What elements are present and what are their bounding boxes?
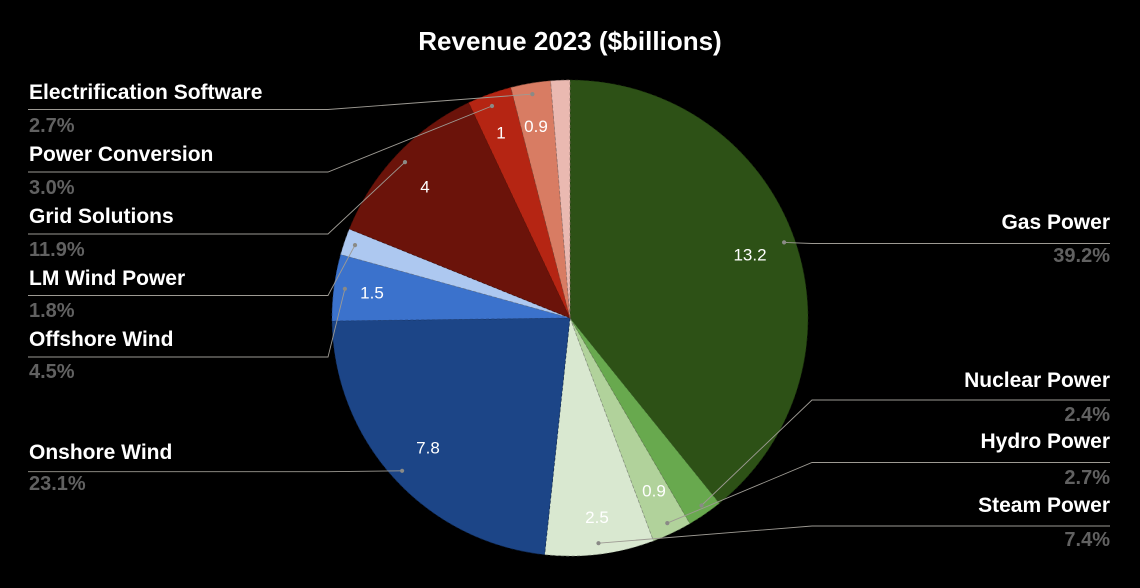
svg-text:4: 4 <box>420 178 429 197</box>
svg-text:1: 1 <box>496 124 505 143</box>
svg-text:13.2: 13.2 <box>733 246 766 265</box>
svg-text:0.9: 0.9 <box>642 482 666 501</box>
svg-text:2.5: 2.5 <box>585 508 609 527</box>
svg-text:7.8: 7.8 <box>416 439 440 458</box>
svg-text:0.9: 0.9 <box>524 117 548 136</box>
svg-text:1.5: 1.5 <box>360 284 384 303</box>
